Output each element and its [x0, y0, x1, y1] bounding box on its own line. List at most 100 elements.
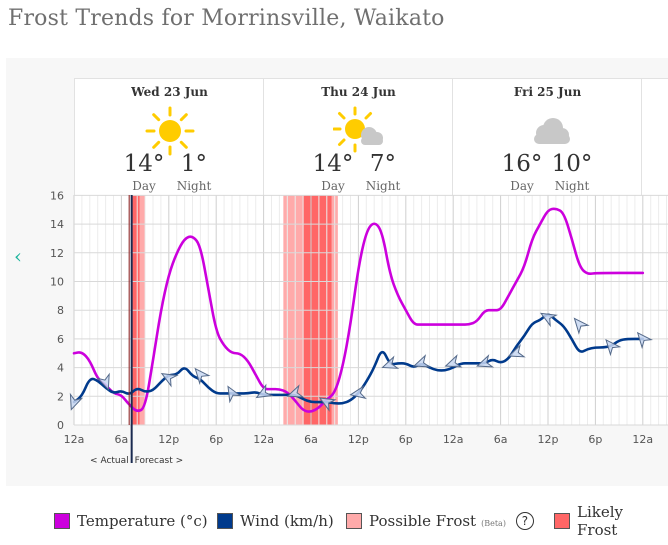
x-tick-label: 6a — [494, 433, 508, 446]
x-tick-label: 12p — [348, 433, 369, 446]
x-tick-label: 12a — [253, 433, 274, 446]
wind-arrow — [96, 372, 110, 391]
legend-likely-frost-label: Likely Frost — [576, 503, 623, 539]
wind-marker — [476, 354, 495, 368]
sun-icon — [145, 106, 194, 156]
wind-swatch — [217, 513, 233, 529]
wind-arrow — [160, 373, 179, 388]
wind-arrow — [349, 385, 367, 400]
help-icon[interactable]: ? — [515, 512, 534, 530]
day-temp: 16° — [501, 151, 543, 177]
wind-arrow — [69, 392, 84, 411]
beta-badge: (Beta) — [481, 519, 506, 528]
y-tick-label: 0 — [57, 419, 64, 432]
y-tick-label: 8 — [57, 304, 64, 317]
y-tick-label: 16 — [50, 189, 64, 202]
x-tick-label: 6a — [304, 433, 318, 446]
x-tick-label: 6a — [115, 433, 129, 446]
likely-frost-swatch — [554, 513, 570, 529]
page-title: Frost Trends for Morrinsville, Waikato — [8, 6, 445, 31]
legend-temperature-label: Temperature (°c) — [77, 512, 208, 530]
y-tick-label: 4 — [57, 362, 64, 375]
night-caption: Night — [176, 179, 212, 193]
wind-arrow — [573, 317, 590, 335]
wind-arrow — [381, 355, 400, 369]
wind-arrow — [539, 312, 558, 328]
night-caption: Night — [365, 179, 401, 193]
wind-marker — [507, 344, 526, 358]
wind-marker — [286, 384, 305, 398]
forecast-label: Forecast > — [135, 456, 184, 466]
wind-marker — [349, 385, 367, 400]
wind-marker — [539, 312, 558, 328]
day-caption: Day — [510, 179, 534, 193]
wind-marker — [636, 331, 653, 350]
day-caption: Day — [132, 179, 156, 193]
x-tick-label: 12a — [443, 433, 464, 446]
legend-possible-frost[interactable]: Possible Frost (Beta) ? — [346, 510, 534, 532]
night-temp: 10° — [551, 151, 593, 177]
wind-arrow — [444, 354, 463, 368]
wind-marker — [381, 355, 400, 369]
wind-arrow — [286, 384, 305, 398]
wind-marker — [96, 372, 110, 391]
wind-marker — [69, 392, 84, 411]
day-card-wed: Wed 23 Jun 14° 1° Day Night — [74, 78, 265, 198]
x-tick-label: 6p — [399, 433, 413, 446]
wind-marker — [605, 338, 622, 357]
legend-wind[interactable]: Wind (km/h) — [217, 510, 334, 532]
night-caption: Night — [554, 179, 590, 193]
wind-marker — [573, 317, 590, 335]
x-tick-label: 6p — [588, 433, 602, 446]
legend-temperature[interactable]: Temperature (°c) — [54, 510, 208, 532]
x-tick-label: 6p — [209, 433, 223, 446]
day-temp: 14° — [312, 151, 354, 177]
wind-arrow — [476, 354, 495, 368]
legend: Temperature (°c) Wind (km/h) Possible Fr… — [0, 503, 668, 539]
wind-arrow — [605, 338, 622, 357]
legend-likely-frost[interactable]: Likely Frost — [554, 503, 668, 539]
day-card-fri: Fri 25 Jun 16° 10° Day Night — [452, 78, 643, 198]
possible-frost-swatch — [346, 513, 362, 529]
y-tick-label: 10 — [50, 276, 64, 289]
x-tick-label: 12a — [64, 433, 85, 446]
y-tick-label: 6 — [57, 333, 64, 346]
y-tick-label: 12 — [50, 247, 64, 260]
night-temp: 7° — [369, 151, 397, 177]
y-tick-label: 14 — [50, 218, 64, 231]
wind-marker — [160, 373, 179, 388]
day-caption: Day — [321, 179, 345, 193]
cloud-icon — [533, 118, 570, 144]
legend-wind-label: Wind (km/h) — [240, 512, 334, 530]
wind-marker — [194, 367, 211, 385]
wind-marker — [444, 354, 463, 368]
day-card-next — [641, 78, 668, 198]
day-label: Wed 23 Jun — [131, 85, 208, 99]
wind-arrow — [636, 331, 653, 350]
day-label: Thu 24 Jun — [321, 85, 396, 99]
day-card-thu: Thu 24 Jun 14° 7° Day Night — [263, 78, 454, 198]
x-tick-label: 12p — [158, 433, 179, 446]
x-tick-label: 12p — [538, 433, 559, 446]
wind-arrow — [507, 344, 526, 358]
day-temp: 14° — [123, 151, 165, 177]
temperature-line — [72, 207, 645, 413]
actual-label: < Actual — [90, 456, 129, 466]
chevron-left-icon[interactable]: ‹ — [14, 244, 22, 268]
day-label: Fri 25 Jun — [513, 85, 582, 99]
wind-arrow — [255, 383, 274, 399]
wind-marker — [412, 354, 431, 368]
y-tick-label: 2 — [57, 390, 64, 403]
wind-arrow — [227, 385, 242, 404]
wind-marker — [255, 383, 274, 399]
legend-possible-frost-label: Possible Frost — [369, 512, 477, 530]
wind-arrow — [412, 354, 431, 368]
wind-marker — [227, 385, 242, 404]
wind-marker — [318, 397, 337, 412]
wind-arrow — [194, 367, 211, 385]
temperature-swatch — [54, 513, 70, 529]
wind-arrow — [318, 397, 337, 412]
sun-cloud-icon — [332, 106, 383, 153]
x-tick-label: 12a — [632, 433, 653, 446]
